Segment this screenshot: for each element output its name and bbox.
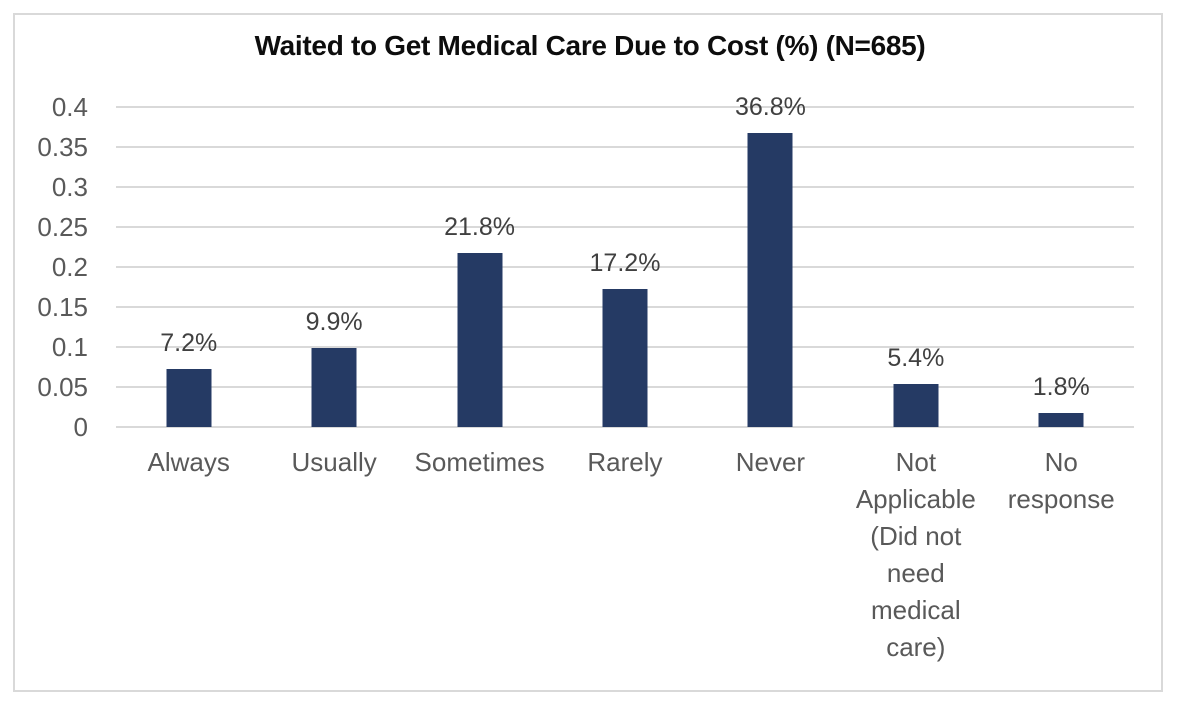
bar-slot: 17.2% [552,107,697,427]
x-category-label-line: Usually [291,447,377,477]
x-category-label: Never [698,444,843,666]
x-category-label-line: Sometimes [414,447,545,477]
gridline [116,106,1134,108]
x-category-label-line: need [886,558,945,588]
bar-slot: 1.8% [989,107,1134,427]
x-category-label: Not Applicable (Did not need medical care) [843,444,988,666]
y-tick-label: 0.1 [51,332,88,362]
y-tick-label: 0.3 [51,172,88,202]
x-category-label: Always [116,444,261,666]
chart-border [13,13,1163,692]
x-category-label-line: Applicable [855,484,976,514]
bar-rarely [602,289,648,427]
x-category-label-line: Not [895,447,937,477]
x-category-label-line: Never [735,447,806,477]
bar-never [747,132,793,427]
y-axis: 0 0.05 0.1 0.15 0.2 0.25 0.3 0.35 0.4 [0,0,116,706]
y-tick-label: 0.15 [37,292,88,322]
bar-slot: 9.9% [261,107,406,427]
x-axis: Always Usually Sometimes Rarely Never Not Appl… [116,444,1134,666]
bar-slot: 7.2% [116,107,261,427]
bar-not-applicable-did-not-need-medical-care [893,383,939,427]
x-category-label-line: medical [871,595,961,625]
gridline [116,186,1134,188]
x-category-label-line: No [1044,447,1078,477]
bar-data-label: 36.8% [734,92,806,121]
bar-data-label: 1.8% [1032,372,1090,401]
bar-data-label: 7.2% [160,329,218,358]
bar-slot: 36.8% [698,93,843,427]
bar-data-label: 17.2% [589,249,661,278]
bars-container: 7.2% 9.9% 21.8% 17.2% 36.8% 5.4% 1.8% [116,93,1134,427]
gridline [116,226,1134,228]
y-tick-label: 0.25 [37,212,88,242]
x-category-label-line: (Did not [870,521,962,551]
x-category-label: No response [989,444,1134,666]
chart-title: Waited to Get Medical Care Due to Cost (… [254,30,926,61]
bar-usually [311,347,357,427]
gridline [116,266,1134,268]
bar-slot: 5.4% [843,107,988,427]
bar-always [166,369,212,427]
bar-no-response [1038,412,1084,427]
gridline [116,146,1134,148]
x-category-label: Sometimes [407,444,552,666]
x-category-label: Usually [261,444,406,666]
x-category-label-line: response [1007,484,1115,514]
y-tick-label: 0.4 [51,92,88,122]
x-category-label-line: care) [886,632,946,662]
y-tick-label: 0.05 [37,372,88,402]
bar-slot: 21.8% [407,107,552,427]
bar-data-label: 21.8% [444,212,515,241]
y-tick-label: 0.35 [37,132,88,162]
x-category-label-line: Rarely [587,447,663,477]
y-tick-label: 0 [73,412,88,442]
x-category-label: Rarely [552,444,697,666]
x-category-label-line: Always [147,447,230,477]
gridline [116,426,1134,428]
bar-sometimes [457,252,503,427]
bar-data-label: 9.9% [305,307,363,336]
y-tick-label: 0.2 [51,252,88,282]
bar-data-label: 5.4% [887,343,945,372]
